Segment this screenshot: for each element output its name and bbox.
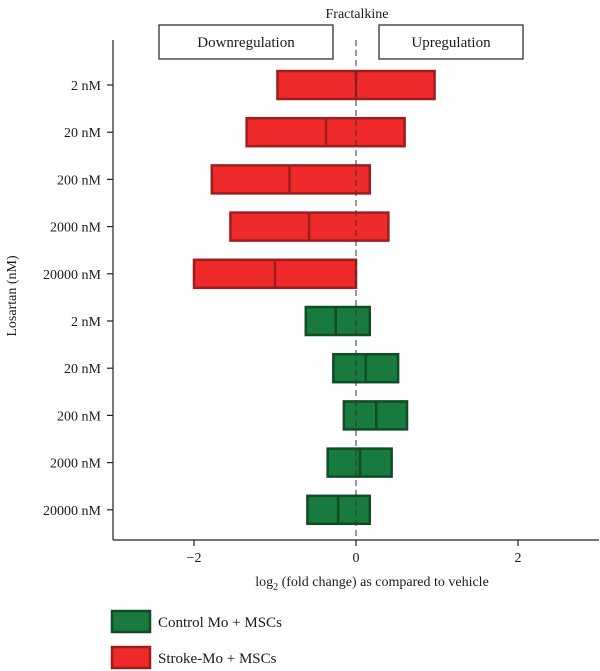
legend-label: Control Mo + MSCs xyxy=(158,615,282,631)
y-tick-label: 20 nM xyxy=(64,362,102,377)
axes: −2 0 2 2 nM 20 nM 200 nM 2000 nM 20000 nM 2 nM 20… xyxy=(43,40,599,566)
x-axis-label-suffix: (fold change) as compared to vehicle xyxy=(278,575,489,590)
x-tick-label: 0 xyxy=(353,551,360,566)
y-tick-label: 20000 nM xyxy=(43,504,102,519)
y-axis-label: Losartan (nM) xyxy=(5,255,20,337)
x-tick-label: −2 xyxy=(187,551,202,566)
x-axis-label-prefix: log xyxy=(255,575,273,590)
legend: Control Mo + MSCs Stroke-Mo + MSCs xyxy=(110,609,282,670)
legend-label: Stroke-Mo + MSCs xyxy=(158,651,277,667)
bars xyxy=(192,69,436,526)
y-tick-label: 20000 nM xyxy=(43,268,102,283)
legend-swatch xyxy=(110,645,152,670)
annotation-boxes: Downregulation Upregulation xyxy=(158,24,524,60)
x-axis-label-subscript: 2 xyxy=(273,582,278,593)
x-axis-label: log2 (fold change) as compared to vehicl… xyxy=(255,575,489,593)
chart-title: Fractalkine xyxy=(326,7,389,22)
annotation-box-label: Upregulation xyxy=(411,35,491,51)
annotation-box-label: Downregulation xyxy=(197,35,295,51)
x-tick-label: 2 xyxy=(515,551,522,566)
annotation-box xyxy=(378,24,524,60)
y-tick-label: 200 nM xyxy=(57,409,102,424)
annotation-box xyxy=(158,24,334,60)
y-tick-label: 2 nM xyxy=(71,315,102,330)
y-tick-label: 2000 nM xyxy=(50,221,102,236)
legend-swatch xyxy=(110,609,152,634)
y-tick-label: 200 nM xyxy=(57,173,102,188)
y-tick-label: 20 nM xyxy=(64,126,102,141)
y-tick-label: 2000 nM xyxy=(50,457,102,472)
bar xyxy=(304,305,372,337)
y-tick-label: 2 nM xyxy=(71,79,102,94)
